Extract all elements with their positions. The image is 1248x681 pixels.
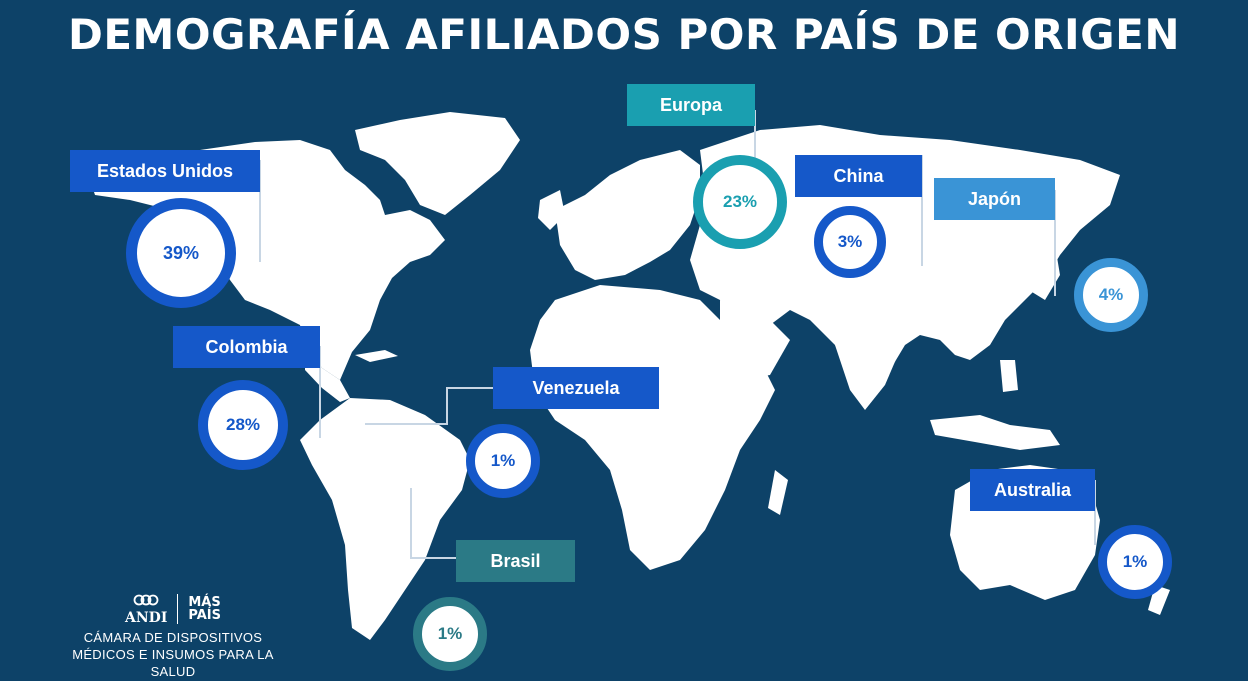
caribbean-shape — [355, 350, 398, 362]
tag-label: Europa — [659, 94, 722, 115]
ring-venezuela: 1% — [466, 424, 540, 498]
ring-australia: 1% — [1098, 525, 1172, 599]
south-america-shape — [300, 398, 470, 640]
greenland-shape — [355, 112, 520, 215]
percent-value: 1% — [1122, 552, 1148, 571]
percent-value: 1% — [490, 451, 516, 470]
percent-value: 39% — [162, 242, 200, 263]
tag-label: Venezuela — [532, 377, 620, 398]
tag-japon: Japón — [934, 178, 1055, 220]
logo-marks: ANDI MÁS PAÍS — [58, 593, 288, 625]
andi-logo: ANDI — [125, 593, 167, 625]
ring-europa: 23% — [693, 155, 787, 249]
tag-colombia: Colombia — [173, 326, 320, 368]
andi-wordmark: ANDI — [125, 610, 168, 626]
tag-label: Colombia — [205, 336, 288, 357]
philippines-shape — [1000, 360, 1018, 392]
india-shape — [835, 340, 900, 410]
footer-logo: ANDI MÁS PAÍS CÁMARA DE DISPOSITIVOS MÉD… — [58, 593, 288, 680]
arabia-shape — [720, 300, 790, 380]
tag-australia: Australia — [970, 469, 1095, 511]
ring-japon: 4% — [1074, 258, 1148, 332]
page-title: DEMOGRAFÍA AFILIADOS POR PAÍS DE ORIGEN — [67, 10, 1180, 59]
percent-value: 4% — [1098, 285, 1124, 304]
andi-rings-icon — [133, 594, 159, 606]
central-america-shape — [305, 345, 350, 402]
tag-china: China — [795, 155, 922, 197]
tag-label: China — [833, 165, 884, 186]
mas-text: MÁS — [188, 595, 221, 610]
ring-colombia: 28% — [198, 380, 288, 470]
tag-label: Australia — [993, 479, 1072, 500]
tag-estados-unidos: Estados Unidos — [70, 150, 260, 192]
percent-value: 1% — [437, 624, 463, 643]
uk-shape — [538, 190, 565, 230]
tag-label: Brasil — [490, 550, 541, 571]
tag-europa: Europa — [627, 84, 755, 126]
pais-text: PAÍS — [188, 608, 221, 623]
ring-estados-unidos: 39% — [126, 198, 236, 308]
stem-brasil — [410, 488, 456, 559]
ring-china: 3% — [814, 206, 886, 278]
tag-label: Estados Unidos — [96, 160, 234, 181]
percent-value: 28% — [225, 415, 261, 434]
europe-shape — [555, 150, 700, 280]
africa-shape — [530, 285, 775, 570]
mas-pais-wordmark: MÁS PAÍS — [188, 596, 221, 622]
footer-line-2: MÉDICOS E INSUMOS PARA LA SALUD — [72, 647, 274, 679]
indonesia-shape — [930, 415, 1060, 450]
stem-venezuela — [365, 387, 495, 425]
percent-value: 23% — [722, 192, 758, 211]
tag-label: Japón — [967, 188, 1021, 209]
tag-brasil: Brasil — [456, 540, 575, 582]
footer-line-1: CÁMARA DE DISPOSITIVOS — [83, 630, 263, 645]
ring-brasil: 1% — [413, 597, 487, 671]
japan-shape — [1032, 245, 1060, 300]
logo-divider — [177, 594, 179, 624]
madagascar-shape — [768, 470, 788, 515]
percent-value: 3% — [837, 232, 863, 251]
tag-venezuela: Venezuela — [493, 367, 659, 409]
